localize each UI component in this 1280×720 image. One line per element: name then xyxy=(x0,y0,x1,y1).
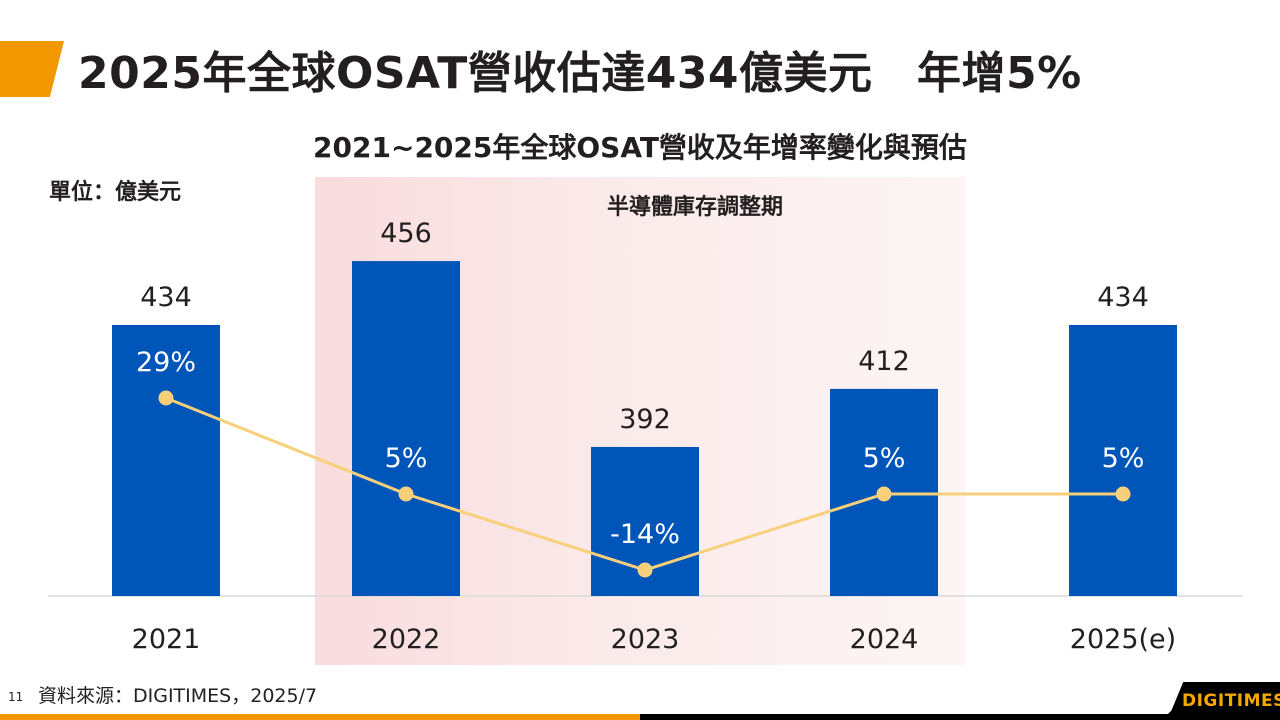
bar-2021 xyxy=(112,324,220,596)
source-note: 資料來源：DIGITIMES，2025/7 xyxy=(38,685,318,707)
growth-point-2025(e) xyxy=(1115,486,1131,502)
growth-label-2023: -14% xyxy=(610,519,680,550)
x-tick-label-2025(e): 2025(e) xyxy=(1070,624,1176,655)
x-tick-label-2024: 2024 xyxy=(850,624,919,655)
x-tick-label-2023: 2023 xyxy=(611,624,680,655)
slide-title: 2025年全球OSAT營收估達434億美元 年增5% xyxy=(78,48,1082,99)
chart-title: 2021~2025年全球OSAT營收及年增率變化與預估 xyxy=(313,131,967,164)
unit-label: 單位：億美元 xyxy=(49,180,182,205)
footer-black-bar xyxy=(640,714,1280,720)
bar-value-label-2021: 434 xyxy=(140,282,192,313)
growth-label-2025(e): 5% xyxy=(1102,443,1145,474)
page-number: 11 xyxy=(8,690,24,704)
growth-label-2022: 5% xyxy=(385,443,428,474)
growth-label-2024: 5% xyxy=(863,443,906,474)
bar-value-label-2025(e): 434 xyxy=(1097,282,1149,313)
logo-background xyxy=(1162,682,1280,720)
bar-value-label-2024: 412 xyxy=(858,346,910,377)
bar-value-label-2023: 392 xyxy=(619,404,671,435)
growth-point-2024 xyxy=(876,486,892,502)
footer-orange-bar xyxy=(0,714,640,720)
growth-point-2021 xyxy=(158,390,174,406)
growth-point-2022 xyxy=(398,486,414,502)
bar-2022 xyxy=(352,261,460,596)
x-tick-label-2021: 2021 xyxy=(132,624,201,655)
bar-2025(e) xyxy=(1069,324,1177,596)
digitimes-logo: DIGITIMES xyxy=(1182,691,1280,711)
bar-value-label-2022: 456 xyxy=(380,218,432,249)
growth-label-2021: 29% xyxy=(136,347,196,378)
inventory-adjustment-label: 半導體庫存調整期 xyxy=(606,195,783,220)
growth-point-2023 xyxy=(637,562,653,578)
x-tick-label-2022: 2022 xyxy=(372,624,441,655)
